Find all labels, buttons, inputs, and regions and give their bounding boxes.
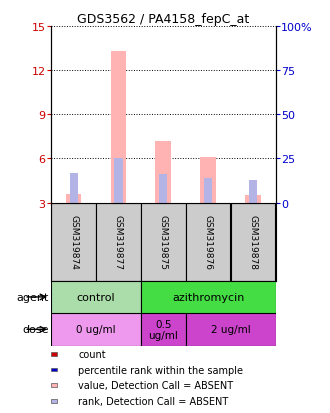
Bar xyxy=(155,141,171,203)
Bar xyxy=(200,158,216,203)
Text: 0.5
ug/ml: 0.5 ug/ml xyxy=(148,319,178,340)
Bar xyxy=(204,178,212,203)
Text: GSM319877: GSM319877 xyxy=(114,215,123,270)
Bar xyxy=(141,282,276,313)
Bar xyxy=(51,384,56,387)
Text: agent: agent xyxy=(16,292,49,302)
Bar xyxy=(141,203,185,282)
Bar xyxy=(141,313,186,346)
Bar xyxy=(186,313,276,346)
Text: control: control xyxy=(77,292,116,302)
Bar xyxy=(249,180,257,203)
Bar xyxy=(51,399,56,403)
Bar xyxy=(66,195,82,203)
Text: 0 ug/ml: 0 ug/ml xyxy=(76,325,116,335)
Bar xyxy=(51,203,96,282)
Bar xyxy=(96,203,141,282)
Text: GSM319875: GSM319875 xyxy=(159,215,168,270)
Bar xyxy=(159,175,167,203)
Text: GSM319874: GSM319874 xyxy=(69,215,78,270)
Bar xyxy=(51,352,56,356)
Text: GSM319876: GSM319876 xyxy=(204,215,213,270)
Text: count: count xyxy=(78,349,106,359)
Text: rank, Detection Call = ABSENT: rank, Detection Call = ABSENT xyxy=(78,396,228,406)
Bar xyxy=(51,313,141,346)
Text: value, Detection Call = ABSENT: value, Detection Call = ABSENT xyxy=(78,380,233,390)
Text: azithromycin: azithromycin xyxy=(172,292,245,302)
Text: GSM319878: GSM319878 xyxy=(248,215,258,270)
Text: dose: dose xyxy=(22,325,49,335)
Text: 2 ug/ml: 2 ug/ml xyxy=(211,325,250,335)
Bar xyxy=(115,159,122,203)
Bar xyxy=(70,173,78,203)
Bar xyxy=(186,203,230,282)
Bar xyxy=(245,196,261,203)
Bar xyxy=(51,282,141,313)
Text: percentile rank within the sample: percentile rank within the sample xyxy=(78,365,243,375)
Title: GDS3562 / PA4158_fepC_at: GDS3562 / PA4158_fepC_at xyxy=(77,13,249,26)
Bar xyxy=(111,52,126,203)
Bar xyxy=(51,368,56,372)
Bar xyxy=(231,203,275,282)
